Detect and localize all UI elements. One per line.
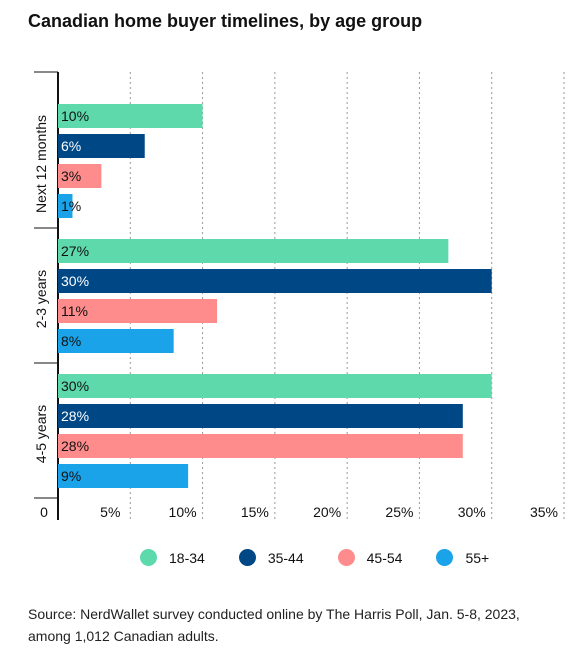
x-tick-label: 25% [385, 504, 413, 520]
x-tick-label: 10% [169, 504, 197, 520]
legend-item: 45-54 [337, 549, 403, 566]
source-note: Source: NerdWallet survey conducted onli… [28, 606, 520, 644]
bar [58, 194, 73, 218]
data-label: 27% [61, 243, 89, 259]
x-tick-label: 15% [241, 504, 269, 520]
category-label: Next 12 months [33, 115, 49, 213]
legend-label: 35-44 [267, 549, 304, 566]
legend-swatch [436, 549, 454, 566]
data-label: 30% [61, 378, 89, 394]
bar [58, 404, 463, 428]
data-label: 28% [61, 408, 89, 424]
data-label: 28% [61, 438, 89, 454]
bar [58, 134, 145, 158]
chart-title: Canadian home buyer timelines, by age gr… [28, 11, 423, 31]
x-tick-label: 35% [530, 504, 558, 520]
x-tick-label: 5% [100, 504, 120, 520]
data-label: 10% [61, 108, 89, 124]
data-label: 11% [61, 303, 88, 319]
data-label: 3% [61, 168, 81, 184]
legend-label: 18-34 [169, 549, 205, 566]
legend-item: 55+ [436, 549, 489, 566]
data-label: 6% [61, 138, 81, 154]
legend-label: 45-54 [366, 549, 403, 566]
bar [58, 464, 189, 488]
bar-chart: 10% 6% 3% 1% Next 12 months 27% 30% 11% 8% 2-3 ye… [33, 71, 565, 520]
legend-swatch [238, 549, 256, 566]
legend: 18-34 35-44 45-54 55+ [140, 549, 489, 566]
category-label: 2-3 years [33, 270, 49, 328]
legend-swatch [140, 549, 157, 566]
legend-item: 18-34 [140, 549, 205, 566]
x-tick-label: 0 [40, 504, 48, 520]
category-label: 4-5 years [33, 405, 49, 463]
data-label: 9% [61, 468, 81, 484]
x-tick-label: 20% [313, 504, 341, 520]
data-label: 1% [61, 198, 81, 214]
bar [58, 104, 203, 128]
bar [58, 269, 492, 293]
bar [58, 329, 174, 353]
bar [58, 164, 102, 188]
bar [58, 374, 492, 398]
data-label: 8% [61, 333, 81, 349]
bar [58, 434, 463, 458]
data-label: 30% [61, 273, 89, 289]
legend-swatch [337, 549, 355, 566]
legend-label: 55+ [465, 549, 490, 566]
bar [58, 239, 449, 263]
bar [58, 299, 218, 323]
x-tick-label: 30% [458, 504, 486, 520]
legend-item: 35-44 [238, 549, 304, 566]
